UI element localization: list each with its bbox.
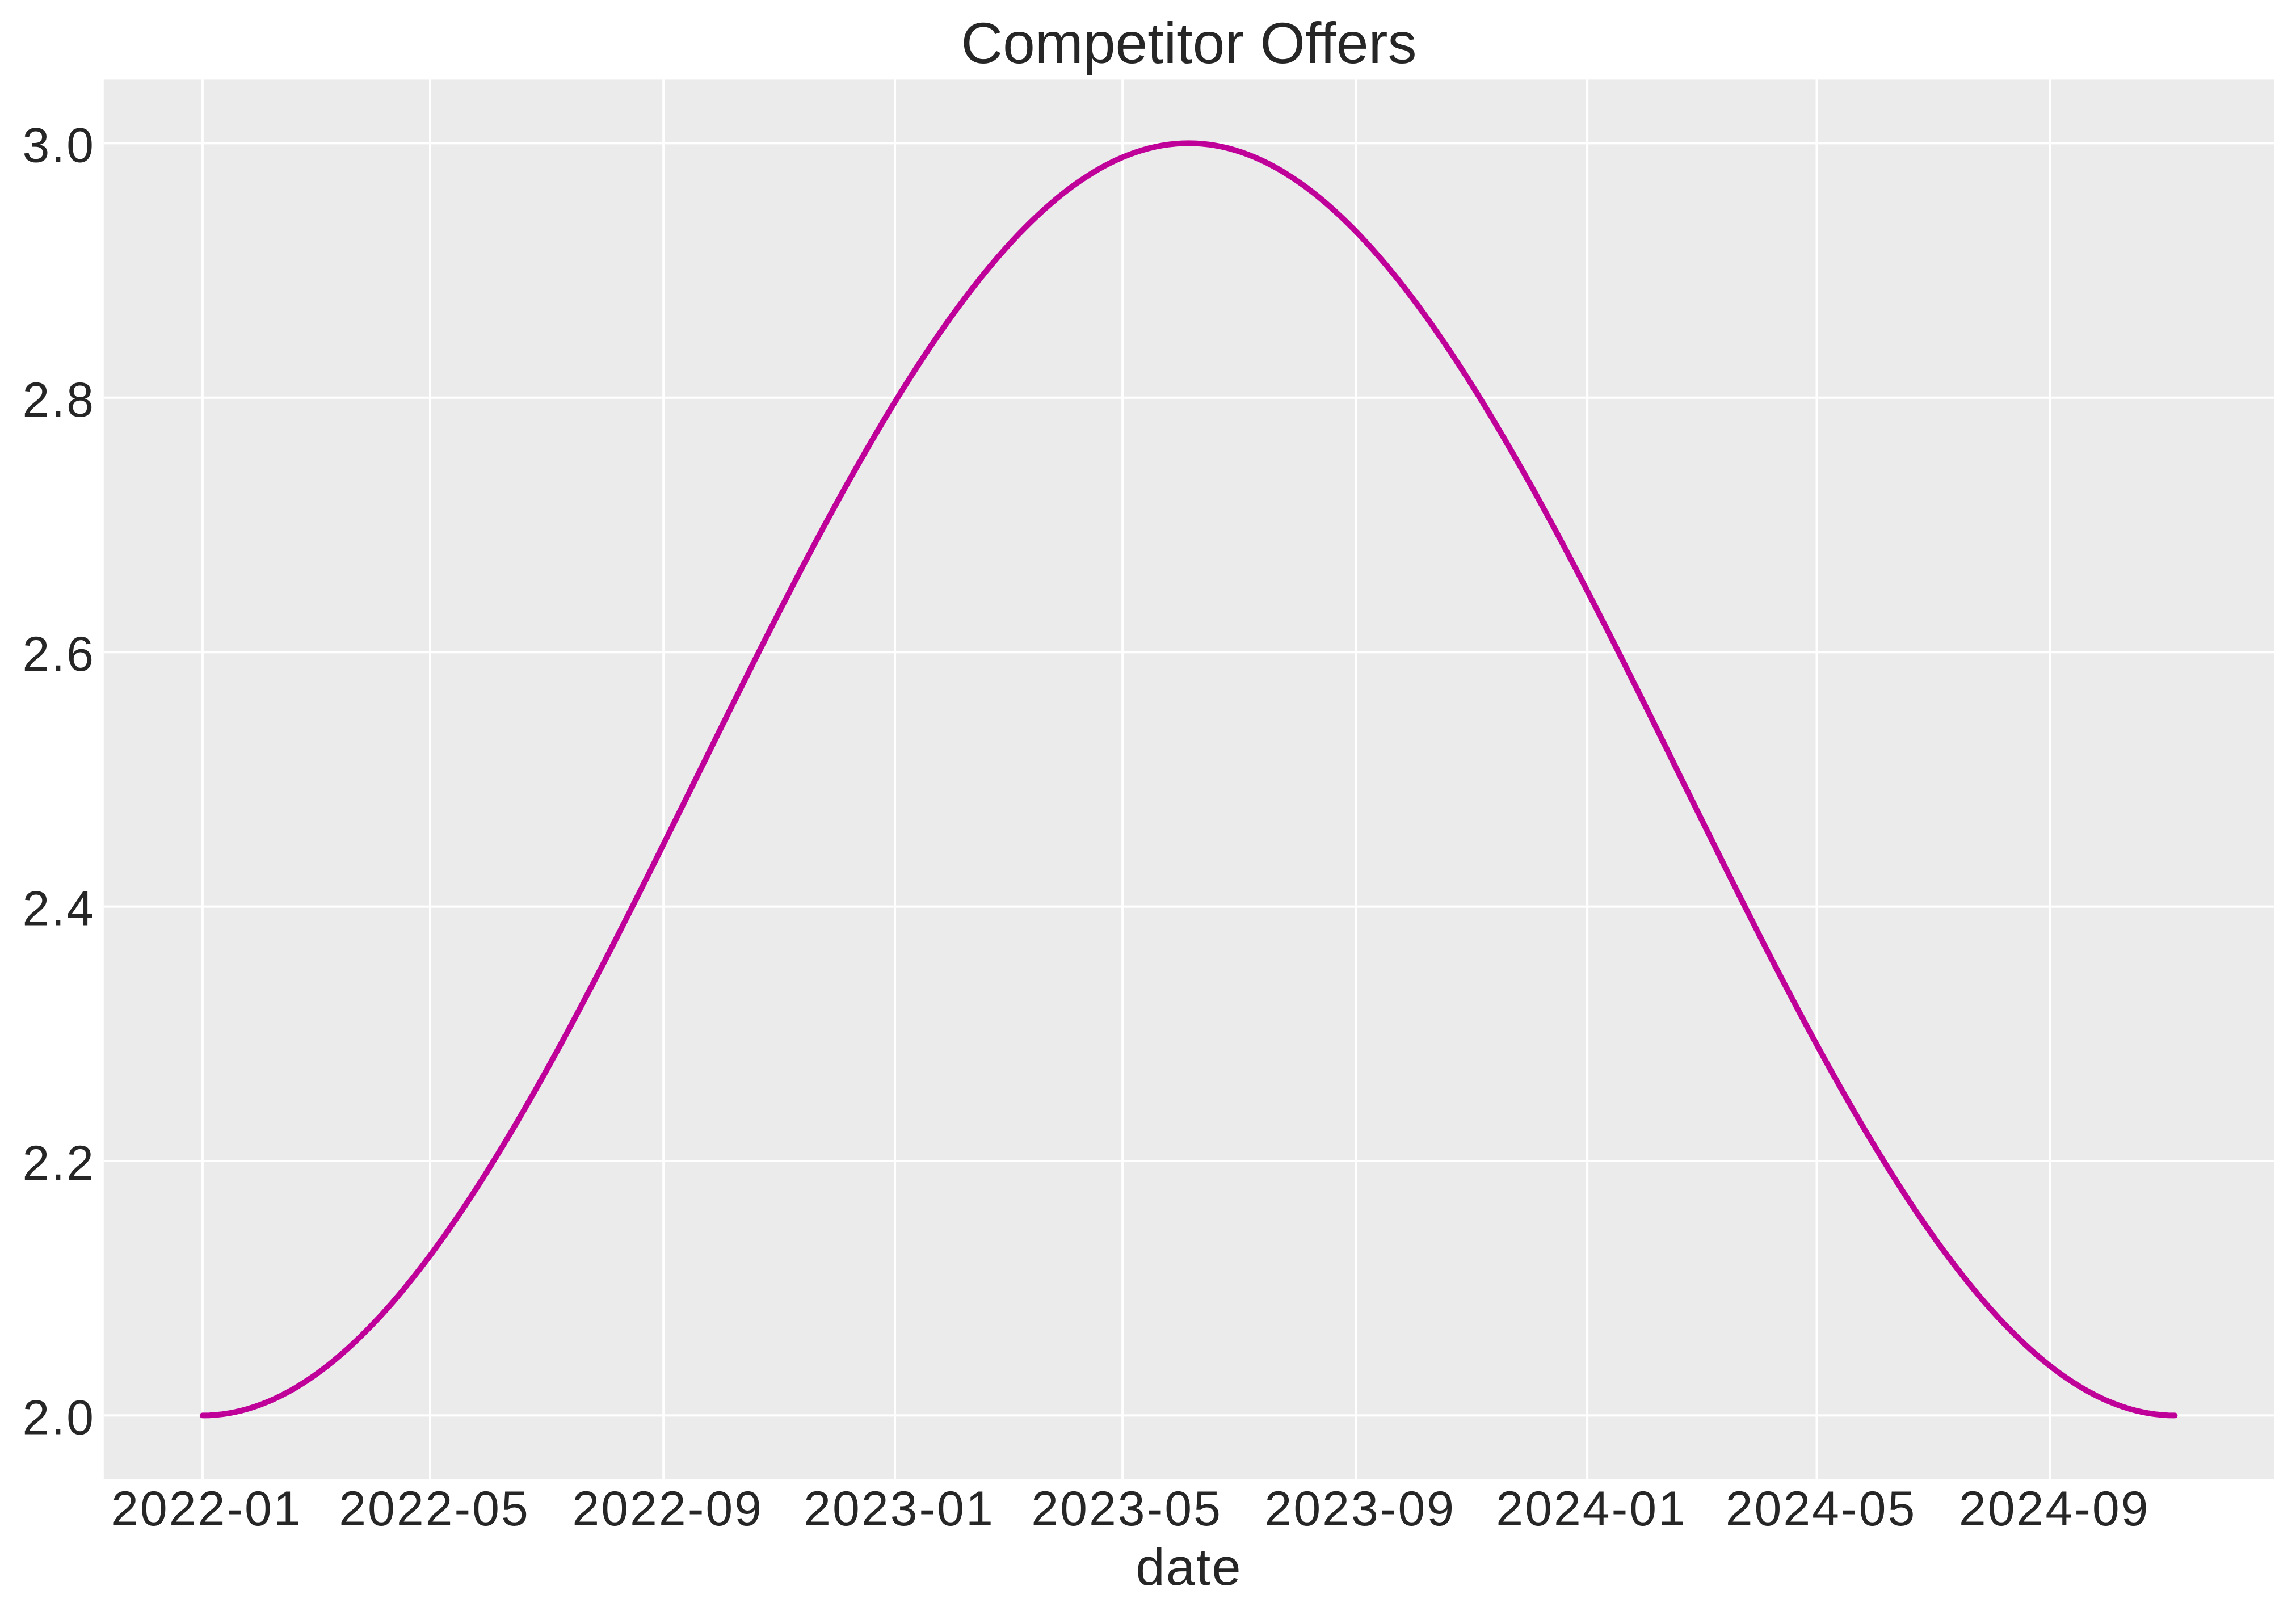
svg-text:2022-05: 2022-05 — [339, 1482, 530, 1536]
svg-text:2.2: 2.2 — [22, 1136, 95, 1191]
svg-text:2023-01: 2023-01 — [804, 1482, 995, 1536]
svg-text:2024-05: 2024-05 — [1726, 1482, 1917, 1536]
svg-text:2024-01: 2024-01 — [1496, 1482, 1687, 1536]
svg-text:2024-09: 2024-09 — [1959, 1482, 2150, 1536]
svg-text:Competitor Offers: Competitor Offers — [961, 11, 1416, 75]
svg-text:2.8: 2.8 — [22, 373, 95, 427]
svg-text:2022-01: 2022-01 — [111, 1482, 302, 1536]
svg-text:2.4: 2.4 — [22, 882, 95, 936]
svg-text:3.0: 3.0 — [22, 118, 95, 173]
svg-text:2023-05: 2023-05 — [1031, 1482, 1222, 1536]
svg-text:date: date — [1136, 1538, 1242, 1596]
svg-text:2023-09: 2023-09 — [1264, 1482, 1456, 1536]
svg-text:2.6: 2.6 — [22, 627, 95, 682]
svg-text:2.0: 2.0 — [22, 1390, 95, 1445]
svg-text:2022-09: 2022-09 — [572, 1482, 763, 1536]
